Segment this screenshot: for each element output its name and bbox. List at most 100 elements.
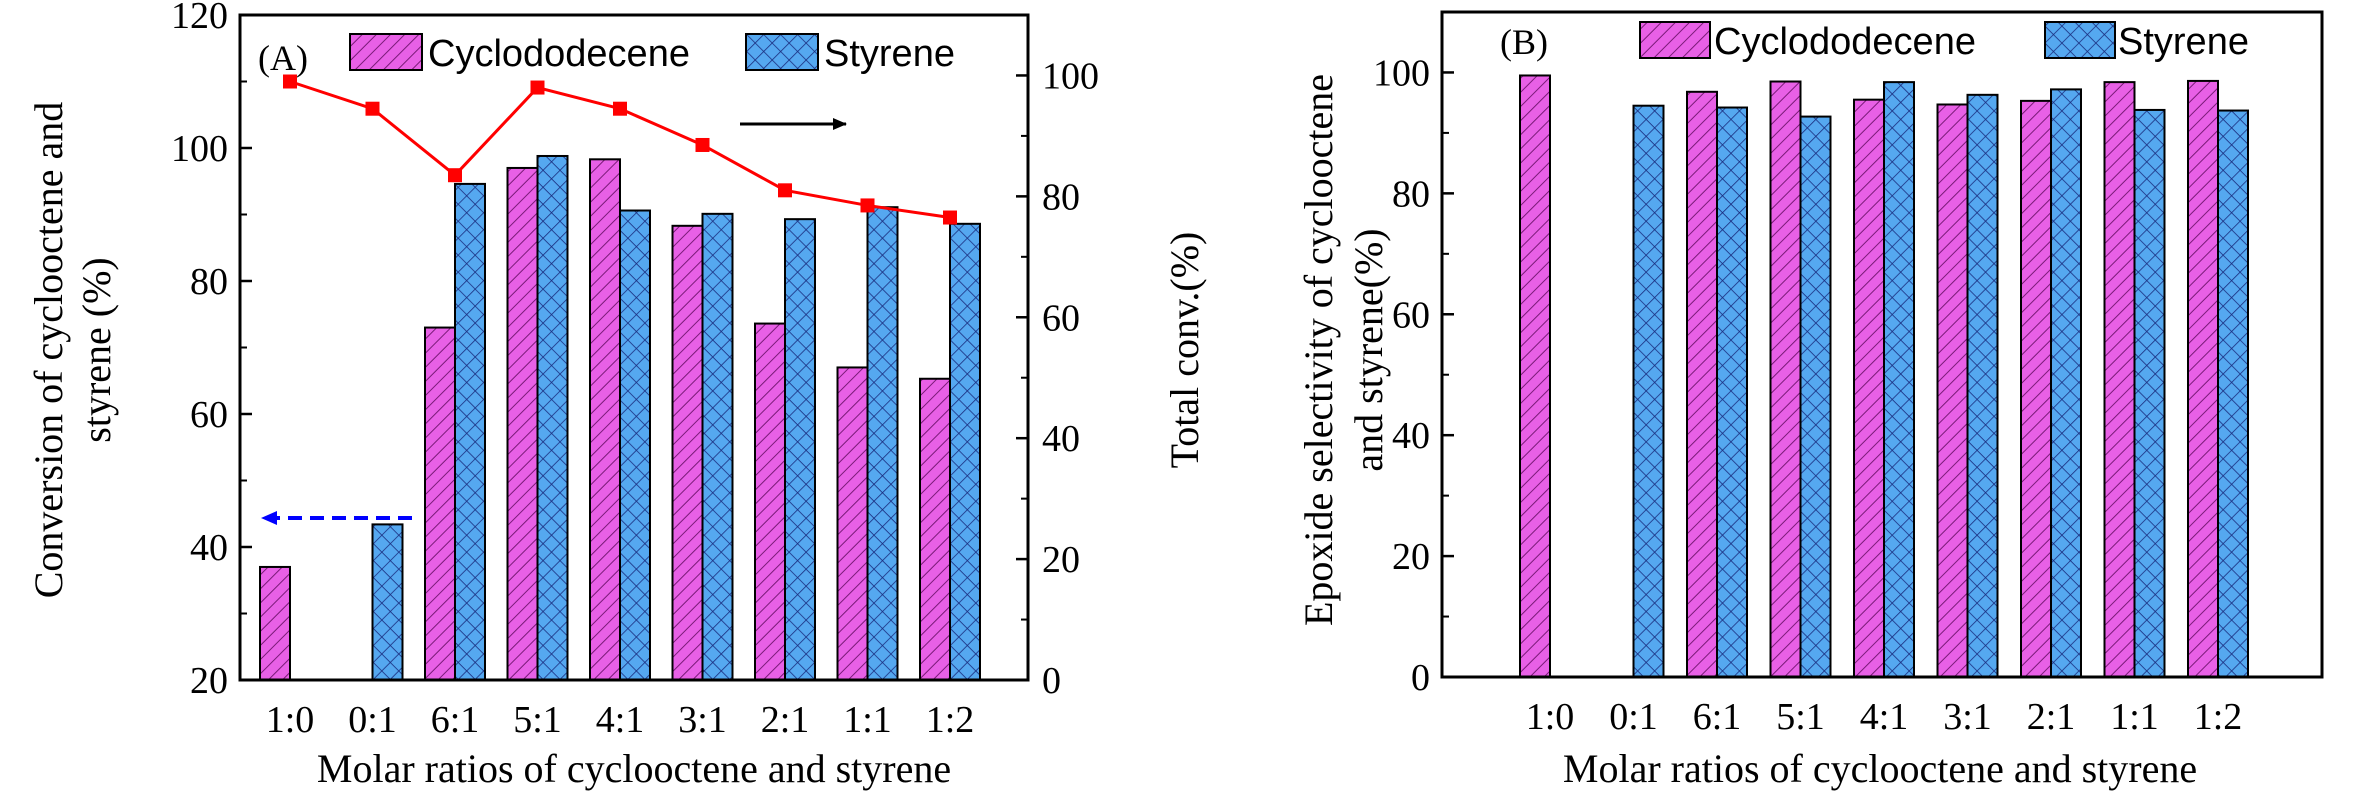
panel-b-chart: 0 20 40 60 80 100 1:0 0:1 6:1 5:1 4:1 3:1 2:1 1:1 1:2… (1296, 10, 2324, 791)
legend-a-cyclododecene-label: Cyclododecene (428, 33, 690, 75)
panel-a-y2tick-label: 20 (1042, 539, 1080, 581)
panel-b-x-ticks: 1:0 0:1 6:1 5:1 4:1 3:1 2:1 1:1 1:2 (1526, 669, 2243, 738)
panel-a-xtick-label: 0:1 (348, 699, 397, 741)
panel-a-bar-styrene-2 (371, 523, 404, 682)
panel-a-bar-styrene-9 (949, 222, 981, 681)
panel-a-bar-styrene-7 (784, 218, 816, 681)
legend-b-cyclododecene-label: Cyclododecene (1714, 21, 1976, 63)
panel-a-y2tick-label: 0 (1042, 660, 1061, 702)
panel-b-ytick-label: 20 (1392, 536, 1430, 578)
panel-a-bar-styrene-6 (701, 212, 734, 682)
total-conv-marker-7 (778, 183, 792, 198)
panel-a-chart: 20 40 60 80 100 120 0 20 40 60 80 100 1:0 0:1 6:1 5:1… (26, 0, 1207, 791)
panel-a-xtick-label: 4:1 (596, 699, 645, 741)
panel-b-ytick-label: 0 (1411, 657, 1430, 699)
total-conv-marker-8 (860, 198, 875, 213)
panel-a-bar-cyclododecene-7 (754, 322, 786, 681)
total-conv-marker-9 (943, 210, 957, 225)
panel-b-bar-styrene-9 (2217, 109, 2249, 679)
panel-b-y-axis-title-line2: and styrene(%) (1346, 228, 1391, 471)
panel-a-y-axis-title-line1: Conversion of cyclooctene and (26, 102, 71, 599)
panel-b-bar-cyclododecene-5 (1853, 98, 1885, 678)
panel-b-label: (B) (1500, 22, 1548, 62)
panel-b-xtick-label: 4:1 (1860, 696, 1909, 738)
panel-a-bar-styrene-4 (536, 154, 569, 682)
panel-b-xtick-label: 0:1 (1609, 696, 1658, 738)
legend-a-styrene-label: Styrene (824, 33, 955, 75)
total-conv-marker-4 (530, 80, 545, 95)
total-conv-marker-5 (613, 101, 627, 116)
panel-a-xtick-label: 1:0 (266, 699, 315, 741)
panel-a-ytick-label: 100 (171, 128, 228, 170)
panel-b-bar-styrene-6 (1966, 93, 1999, 678)
panel-a-bar-cyclododecene-1 (259, 565, 291, 682)
panel-a-xtick-label: 2:1 (761, 699, 810, 741)
panel-a-xtick-label: 3:1 (678, 699, 727, 741)
panel-b-xtick-label: 2:1 (2027, 696, 2076, 738)
panel-b-xtick-label: 6:1 (1693, 696, 1742, 738)
panel-b-bar-cyclododecene-6 (1936, 103, 1969, 678)
panel-a-y-axis-title-line2: styrene (%) (74, 257, 119, 442)
panel-a-x-ticks: 1:0 0:1 6:1 5:1 4:1 3:1 2:1 1:1 1:2 (266, 672, 975, 741)
panel-a-bar-cyclododecene-8 (836, 366, 869, 681)
panel-b-bar-styrene-8 (2133, 108, 2166, 679)
panel-a-left-axis-ticks: 20 40 60 80 100 120 (171, 0, 252, 702)
legend-a-cyclododecene-swatch (349, 33, 423, 71)
panel-a-y2tick-label: 100 (1042, 55, 1099, 97)
panel-b-bar-styrene-2 (1632, 104, 1665, 679)
legend-b-styrene-swatch (2044, 21, 2116, 59)
panel-a-xtick-label: 1:1 (843, 699, 892, 741)
panel-b-xtick-label: 1:2 (2194, 696, 2243, 738)
total-conv-marker-3 (448, 168, 462, 183)
panel-b-bar-styrene-3 (1716, 106, 1748, 678)
panel-a-y2tick-label: 80 (1042, 176, 1080, 218)
panel-b-xtick-label: 5:1 (1776, 696, 1825, 738)
panel-b-bar-styrene-5 (1883, 81, 1915, 679)
panel-a-bar-cyclododecene-6 (671, 224, 704, 681)
panel-a-y2tick-label: 40 (1042, 418, 1080, 460)
panel-b-y-axis-ticks: 0 20 40 60 80 100 (1373, 52, 1454, 699)
panel-b-bar-cyclododecene-1 (1519, 74, 1551, 678)
panel-b-bars (1519, 74, 2249, 679)
panel-b-bar-cyclododecene-8 (2103, 81, 2136, 679)
panel-a-ytick-label: 60 (190, 394, 228, 436)
panel-b-bar-cyclododecene-3 (1686, 90, 1718, 679)
panel-b-xtick-label: 3:1 (1943, 696, 1992, 738)
panel-a-x-axis-title: Molar ratios of cyclooctene and styrene (317, 746, 951, 791)
total-conv-marker-2 (365, 101, 380, 116)
panel-a-y2-axis-title: Total conv.(%) (1162, 232, 1207, 469)
panel-a-xtick-label: 1:2 (926, 699, 975, 741)
panel-a-ytick-label: 20 (190, 660, 228, 702)
panel-a-bar-cyclododecene-5 (589, 158, 621, 681)
panel-b-xtick-label: 1:1 (2110, 696, 2159, 738)
total-conv-marker-6 (695, 137, 710, 152)
panel-b-ytick-label: 80 (1392, 173, 1430, 215)
panel-a-bar-styrene-5 (619, 209, 651, 681)
panel-b-ytick-label: 40 (1392, 415, 1430, 457)
panel-a-ytick-label: 120 (171, 0, 228, 37)
panel-a-total-conv-line (283, 74, 957, 225)
panel-a-xtick-label: 5:1 (513, 699, 562, 741)
panel-a-bar-cyclododecene-3 (424, 326, 456, 681)
panel-b-bar-styrene-4 (1799, 115, 1832, 678)
legend-b-cyclododecene-swatch (1639, 21, 1711, 59)
panel-b-bar-styrene-7 (2050, 88, 2082, 678)
panel-a-bar-styrene-3 (454, 182, 486, 681)
panel-b-y-axis-title-line1: Epoxide selectivity of cyclooctene (1296, 74, 1341, 626)
panel-b-x-axis-title: Molar ratios of cyclooctene and styrene (1563, 746, 2197, 791)
panel-a-bar-cyclododecene-9 (919, 377, 951, 681)
panel-b-plot-frame (1440, 10, 2324, 679)
total-conv-marker-1 (283, 74, 297, 89)
panel-b-ytick-label: 100 (1373, 52, 1430, 94)
panel-a-label: (A) (258, 38, 308, 78)
panel-b-xtick-label: 1:0 (1526, 696, 1575, 738)
panel-a-right-axis-ticks: 0 20 40 60 80 100 (1016, 55, 1099, 702)
legend-b-styrene-label: Styrene (2118, 21, 2249, 63)
panel-b-bar-cyclododecene-9 (2187, 79, 2219, 679)
legend-a-styrene-swatch (745, 33, 819, 71)
panel-a-xtick-label: 6:1 (431, 699, 480, 741)
panel-a-y2tick-label: 60 (1042, 297, 1080, 339)
panel-b-bar-cyclododecene-7 (2020, 99, 2052, 679)
panel-b-ytick-label: 60 (1392, 294, 1430, 336)
